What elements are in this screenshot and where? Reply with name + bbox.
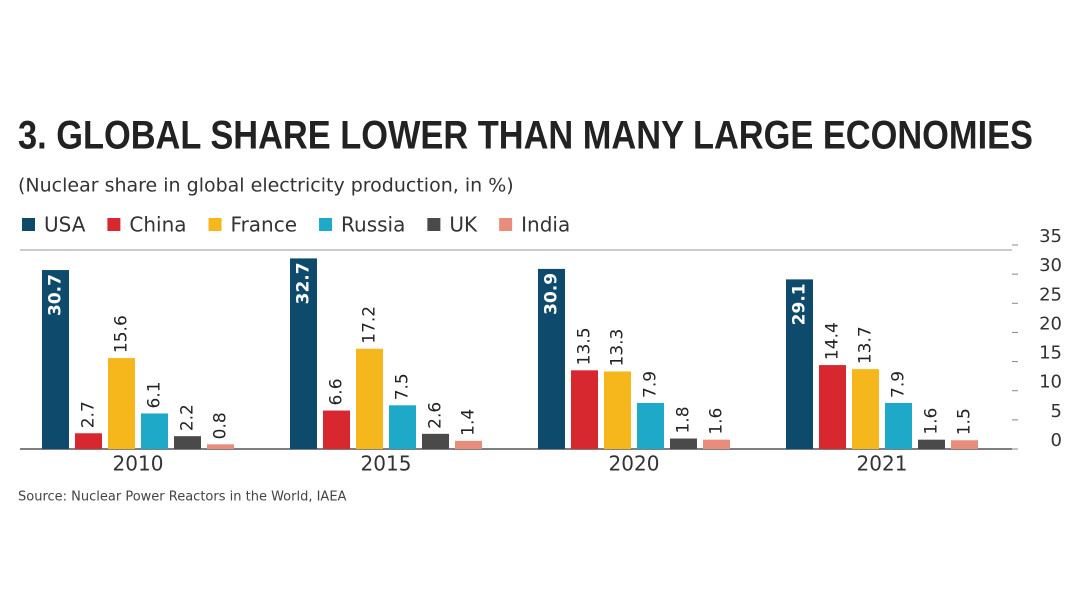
value-label: 1.8 [674,406,694,433]
y-tick-label: 5 [1051,401,1062,422]
source: Source: Nuclear Power Reactors in the Wo… [18,490,347,505]
value-label: 13.7 [856,326,876,364]
legend-swatch [319,218,333,231]
value-label: 29.1 [790,283,810,325]
y-tick-label: 0 [1051,430,1062,451]
value-label: 14.4 [823,322,843,360]
bar [604,371,631,449]
bar [455,440,482,449]
value-label: 32.7 [294,262,314,304]
x-tick-label: 2021 [857,452,908,476]
bar [75,433,102,449]
y-tick-label: 10 [1039,372,1062,393]
value-label: 7.5 [393,373,413,400]
y-tick-label: 25 [1039,284,1062,305]
bar [951,440,978,449]
bar [819,365,846,449]
value-label: 1.6 [707,408,727,435]
legend-label: USA [44,213,86,237]
value-label: 7.9 [641,371,661,398]
chart-subtitle: (Nuclear share in global electricity pro… [18,175,514,197]
bar [422,433,449,449]
bar [786,279,813,449]
y-tick-label: 15 [1039,343,1062,364]
value-label: 15.6 [112,315,132,353]
y-tick-label: 35 [1039,226,1062,247]
legend-swatch [427,218,441,231]
y-tick-label: 30 [1039,255,1062,276]
bar [108,358,135,449]
bar [852,369,879,449]
value-label: 2.6 [426,402,446,429]
bar [571,370,598,449]
x-tick-label: 2020 [609,452,660,476]
bar [207,444,234,449]
bar [637,402,664,449]
bar [290,258,317,449]
value-label: 2.7 [79,401,99,428]
bar [670,438,697,449]
value-label: 2.2 [178,404,198,431]
value-label: 13.5 [575,327,595,365]
y-tick-label: 20 [1039,313,1062,334]
value-label: 13.3 [608,329,628,367]
value-label: 0.8 [211,412,231,439]
value-label: 1.5 [955,408,975,435]
bar [918,439,945,449]
legend-swatch [208,218,222,231]
legend-swatch [499,218,513,231]
bar [389,405,416,449]
value-label: 1.6 [922,408,942,435]
x-tick-label: 2010 [113,452,164,476]
legend-label: India [521,213,570,237]
value-label: 7.9 [889,371,909,398]
legend-label: UK [449,213,478,237]
value-label: 6.1 [145,381,165,408]
bar [356,348,383,449]
value-label: 30.9 [542,273,562,315]
x-tick-label: 2015 [361,452,412,476]
legend-label: China [129,213,186,237]
legend-label: Russia [341,213,405,237]
bar [885,402,912,449]
value-label: 6.6 [327,378,347,405]
value-label: 30.7 [46,274,66,316]
bar [42,270,69,449]
value-label: 1.4 [459,409,479,436]
bar [141,413,168,449]
bar [174,436,201,449]
value-label: 17.2 [360,306,380,344]
legend-label: France [231,213,298,237]
legend-swatch [107,218,121,231]
chart-title: 3. GLOBAL SHARE LOWER THAN MANY LARGE EC… [18,114,1033,158]
bar [538,268,565,449]
bar [323,410,350,449]
bar [703,439,730,449]
legend-swatch [22,218,35,231]
